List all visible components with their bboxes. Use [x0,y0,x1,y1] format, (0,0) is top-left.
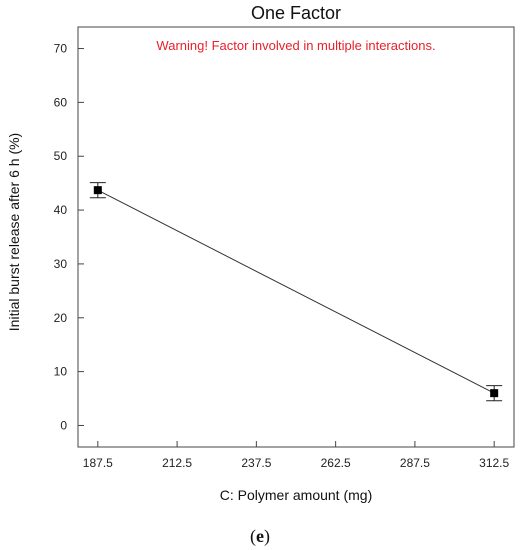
x-axis: 187.5 212.5 237.5 262.5 287.5 312.5 [83,441,510,470]
caption-close: ) [264,526,270,547]
x-axis-label: C: Polymer amount (mg) [220,487,372,503]
plot-area [77,26,515,448]
series-line [97,189,495,394]
warning-annotation: Warning! Factor involved in multiple int… [156,38,435,53]
y-tick-label: 30 [54,257,68,271]
figure-caption: (e) [250,526,270,547]
y-axis-label: Initial burst release after 6 h (%) [6,133,22,331]
chart-title: One Factor [251,3,341,23]
y-tick-label: 50 [54,149,68,163]
y-tick-label: 40 [54,203,68,217]
y-tick-label: 0 [60,418,67,432]
y-tick-label: 10 [54,365,68,379]
x-tick-label: 212.5 [162,456,192,470]
y-tick-label: 70 [54,42,68,56]
caption-open: ( [250,526,256,547]
caption-letter: e [256,526,264,546]
series-group [89,182,503,402]
x-tick-label: 312.5 [479,456,509,470]
x-tick-label: 262.5 [321,456,351,470]
x-tick-label: 237.5 [241,456,271,470]
data-point [93,186,102,195]
x-tick-label: 187.5 [83,456,113,470]
y-axis: 0 10 20 30 40 50 60 70 [54,42,84,432]
data-point [490,389,499,398]
y-tick-label: 20 [54,311,68,325]
x-tick-label: 287.5 [400,456,430,470]
y-tick-label: 60 [54,95,68,109]
